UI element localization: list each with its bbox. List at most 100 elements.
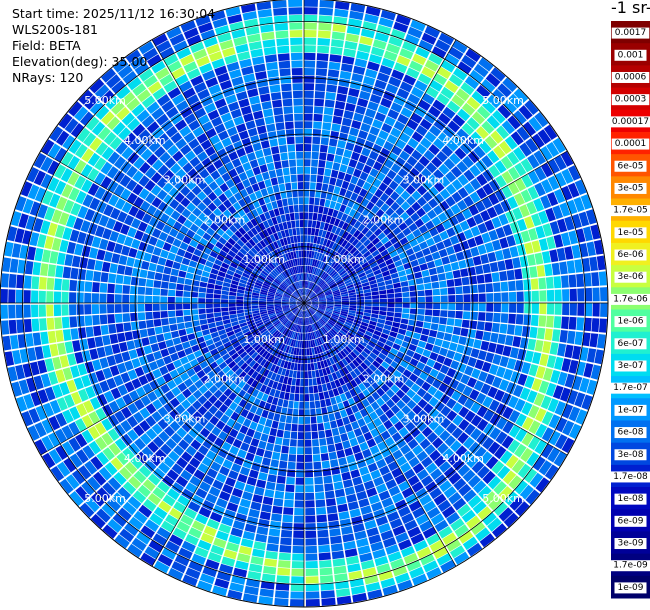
ray-gate [264, 489, 275, 498]
ray-gate [308, 309, 313, 316]
ray-gate [270, 271, 277, 278]
ray-gate [48, 449, 62, 465]
ray-gate [291, 561, 304, 569]
ray [304, 303, 320, 607]
ray-gate [455, 88, 470, 102]
ray-gate [298, 281, 301, 289]
ray [90, 303, 304, 529]
ray-gate [375, 407, 385, 417]
ray-gate [344, 486, 355, 496]
ray-gate [400, 318, 409, 325]
ray-gate [325, 308, 333, 312]
ray-gate [353, 428, 363, 437]
ray-gate [403, 468, 416, 480]
ray [304, 303, 607, 333]
ray-gate [182, 162, 194, 174]
ray-gate [222, 315, 230, 321]
ray-gate [297, 340, 300, 348]
ray-gate [111, 253, 121, 264]
ray-gate [428, 267, 437, 276]
ray-gate [191, 254, 200, 263]
ray-gate [241, 214, 250, 224]
ray-gate [466, 515, 481, 529]
ray-gate [100, 90, 115, 105]
ray-gate [524, 350, 534, 363]
ray-gate [266, 162, 275, 171]
ray-gate [258, 86, 270, 95]
ray-gate [253, 344, 261, 351]
ray-gate [440, 405, 452, 417]
ray-gate [252, 310, 260, 314]
ray-gate [138, 465, 152, 478]
ray-gate [272, 281, 280, 287]
ray-gate [544, 464, 559, 480]
ray-gate [554, 356, 564, 371]
ray-gate [307, 265, 310, 273]
ray-gate [130, 285, 138, 295]
ray-gate [206, 288, 214, 294]
ray-gate [455, 311, 463, 319]
ray-gate [1, 320, 10, 335]
ray-gate [263, 450, 273, 459]
ray-gate [75, 143, 88, 159]
ray-gate [341, 117, 352, 127]
ray-gate [528, 228, 538, 241]
ray-gate [475, 200, 486, 213]
ray-gate [316, 338, 321, 346]
ray-gate [283, 309, 291, 314]
ray-gate [235, 269, 243, 276]
ray-gate [341, 296, 349, 299]
ray-gate [259, 367, 266, 375]
ray-gate [56, 461, 71, 477]
ray-gate [539, 303, 547, 315]
ray-gate [146, 101, 160, 114]
ray-gate [157, 554, 173, 567]
ray-gate [487, 475, 502, 490]
ray-gate [328, 365, 335, 374]
ray-gate [477, 506, 492, 520]
ray-gate [437, 273, 446, 281]
ray-gate [244, 402, 253, 411]
ray-gate [273, 498, 284, 507]
ray-gate [381, 497, 394, 508]
ray-gate [316, 53, 329, 61]
ray-gate [242, 223, 250, 233]
ray-gate [267, 307, 275, 311]
ray-gate [204, 380, 214, 390]
ray-gate [323, 314, 330, 320]
ray-gate [170, 113, 183, 125]
ray-gate [484, 242, 494, 253]
ray-gate [589, 333, 599, 348]
ray-gate [252, 312, 260, 317]
ray-gate [440, 295, 448, 303]
colorbar-label-text: 0.0017 [615, 28, 647, 38]
ray-gate [129, 295, 137, 303]
ray-gate [279, 68, 291, 77]
ray-gate [399, 48, 414, 60]
ray-gate [363, 312, 371, 317]
ray-gate [15, 196, 27, 212]
ray-gate [292, 266, 296, 275]
ray-gate [356, 178, 366, 188]
ray-gate [231, 234, 240, 242]
ray-gate [209, 152, 220, 163]
ray-gate [567, 389, 579, 405]
ray-gate [394, 292, 402, 298]
ray-gate [263, 377, 270, 386]
ray-gate [175, 290, 183, 297]
ray-gate [488, 164, 501, 178]
ray-gate [74, 243, 84, 256]
ray-gate [428, 53, 443, 66]
ray-gate [366, 395, 376, 405]
ray-gate [242, 11, 257, 21]
ray-gate [291, 283, 297, 291]
ray-gate [203, 410, 214, 421]
ray-gate [289, 213, 295, 221]
ray-gate [309, 348, 313, 356]
ray-gate [404, 33, 420, 46]
ray-gate [233, 242, 242, 251]
ray-gate [246, 211, 255, 221]
ray-gate [412, 53, 427, 66]
ray-gate [17, 259, 26, 274]
ray-gate [418, 224, 429, 234]
